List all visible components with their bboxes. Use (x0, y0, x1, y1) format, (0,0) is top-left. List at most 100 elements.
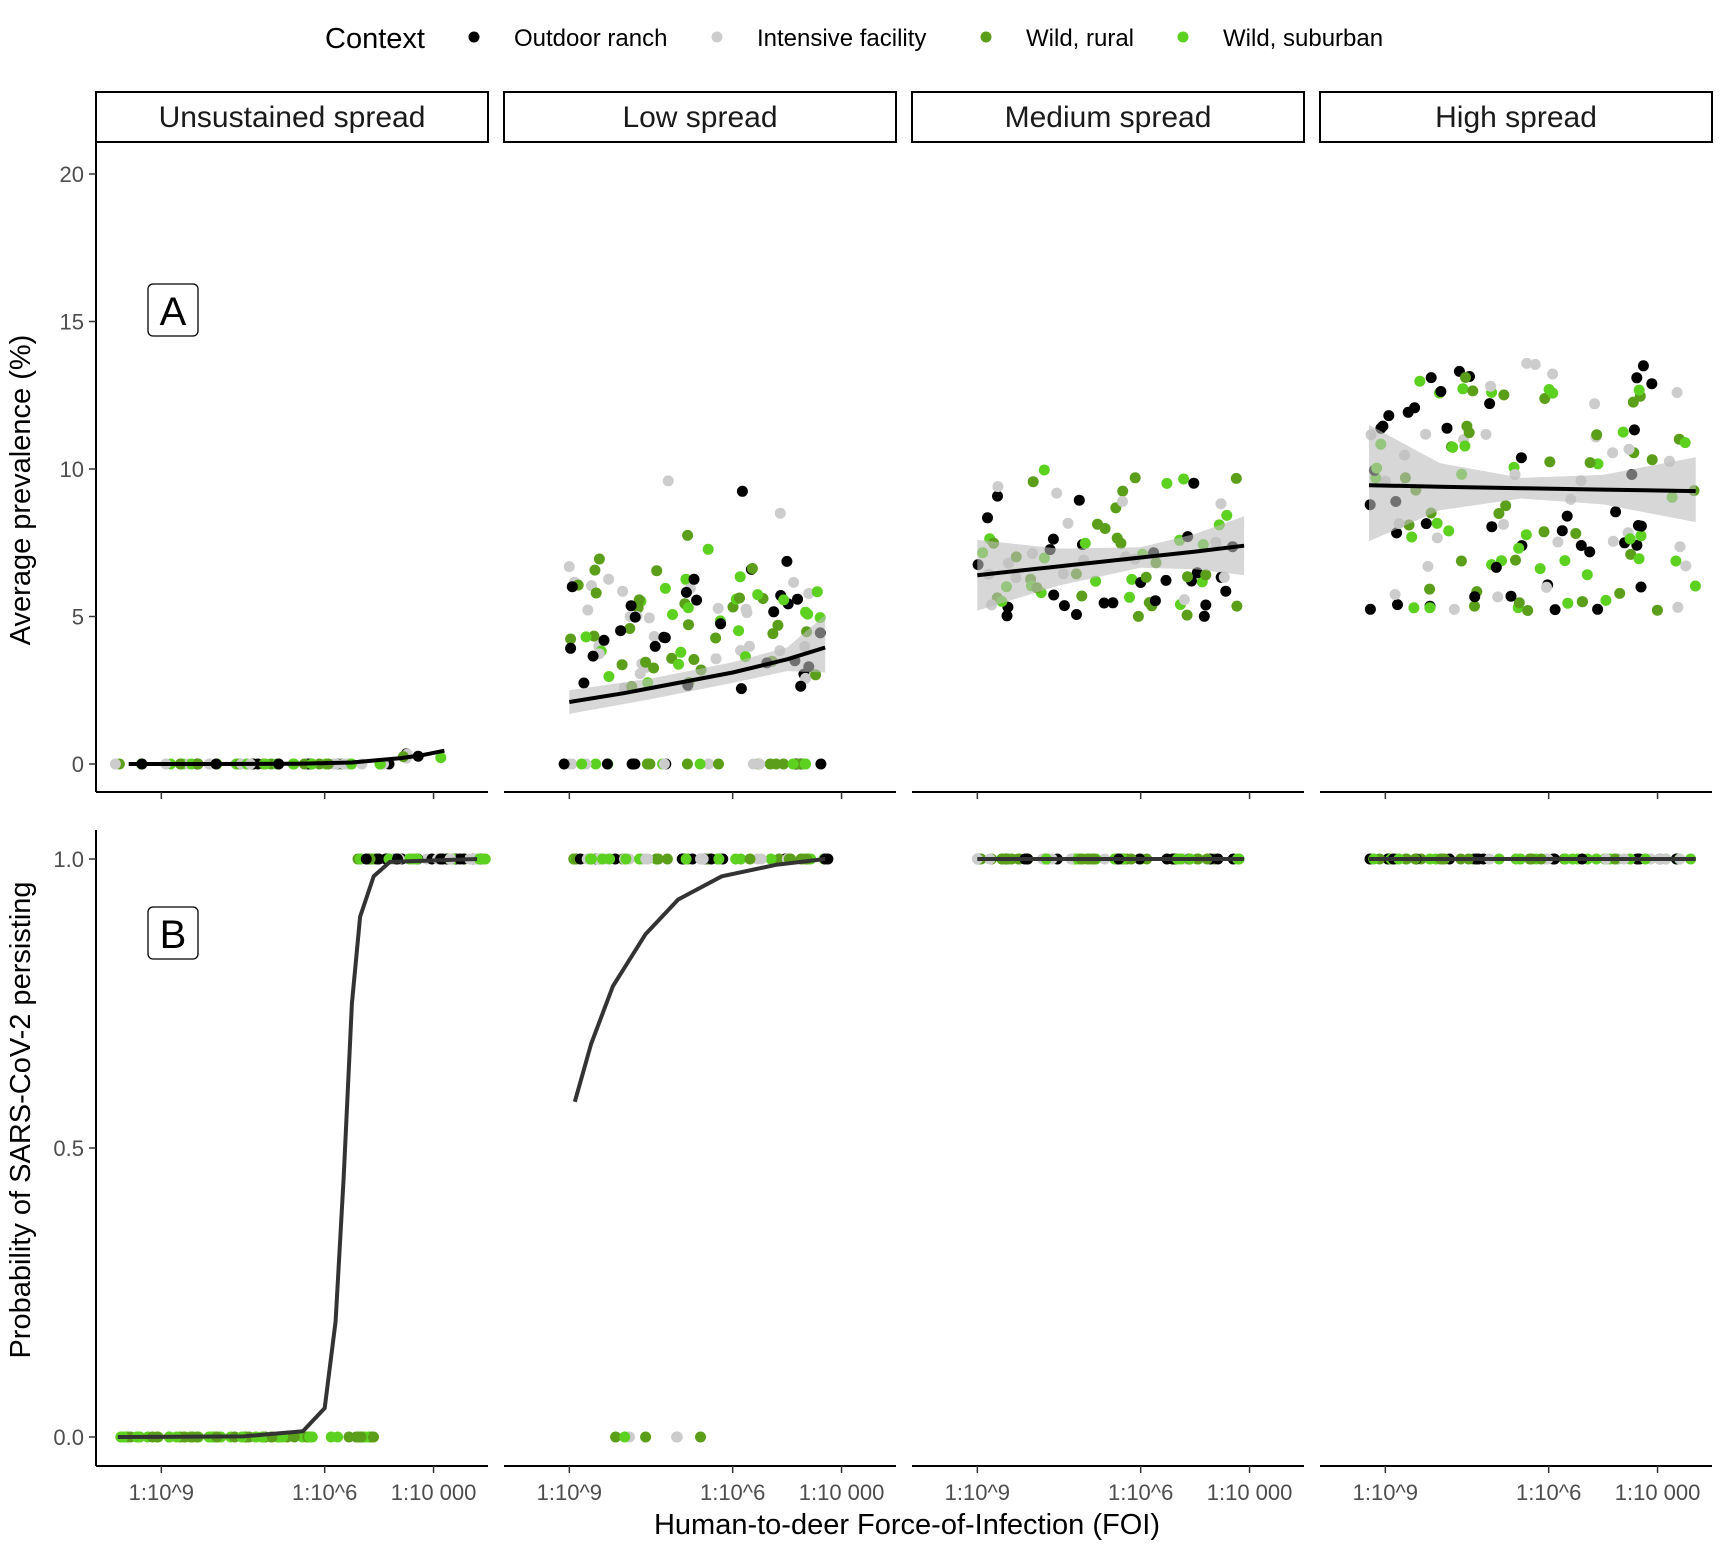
data-point (1071, 609, 1082, 620)
data-point (597, 853, 609, 865)
y-axis-title-a: Average prevalence (%) (5, 335, 37, 646)
data-point (1513, 597, 1525, 609)
data-point (815, 758, 827, 770)
data-point (752, 589, 764, 601)
data-point (566, 581, 578, 593)
fit-line (117, 857, 478, 1439)
data-point (982, 512, 993, 524)
y-tick-label: 5 (72, 605, 84, 630)
data-point (565, 642, 577, 654)
y-tick-label: 10 (60, 457, 84, 482)
x-tick-label: 1:10^9 (945, 1480, 1010, 1505)
data-point (1406, 531, 1418, 543)
data-point (1493, 508, 1505, 519)
data-point (1498, 518, 1509, 530)
data-point (1424, 583, 1436, 595)
data-point (1584, 457, 1596, 469)
data-point (765, 853, 777, 865)
data-point (1461, 420, 1473, 432)
data-point (659, 582, 671, 594)
data-point (1377, 420, 1389, 432)
data-point (788, 576, 800, 588)
data-point (1140, 571, 1152, 583)
data-point (1408, 602, 1420, 614)
data-point (1126, 573, 1138, 585)
data-point (1431, 532, 1443, 544)
data-point (1182, 571, 1193, 583)
data-point (1584, 546, 1596, 558)
data-point (578, 677, 590, 689)
data-point (1414, 375, 1426, 387)
data-point (1633, 384, 1645, 396)
data-point (1492, 591, 1504, 603)
data-point (603, 671, 615, 682)
data-point (681, 758, 693, 770)
data-point (1422, 560, 1434, 572)
data-point (1549, 604, 1561, 616)
data-point (593, 553, 605, 565)
data-point (713, 853, 725, 865)
data-point (710, 653, 722, 665)
data-point (1547, 368, 1559, 380)
data-point (691, 594, 703, 606)
data-point (658, 758, 670, 770)
data-point (1460, 372, 1471, 383)
panel-tag-a: A (160, 290, 187, 334)
data-point (1646, 454, 1658, 466)
data-point (368, 1431, 379, 1443)
data-point (1480, 428, 1492, 440)
data-point (822, 853, 834, 865)
data-point (734, 592, 745, 604)
data-point (1221, 509, 1233, 521)
data-point (715, 618, 727, 630)
data-point (640, 1431, 652, 1443)
data-point (435, 752, 447, 764)
data-point (695, 853, 706, 865)
fit-line (977, 543, 1245, 578)
fit-line (568, 645, 826, 704)
data-point (683, 619, 694, 631)
data-point (662, 475, 674, 487)
data-point (1515, 452, 1527, 464)
data-point (1107, 597, 1119, 609)
data-point (598, 634, 610, 646)
data-point (582, 604, 594, 616)
data-point (587, 650, 599, 662)
data-point (1570, 528, 1582, 539)
data-point (1591, 429, 1603, 441)
data-point (703, 758, 714, 770)
strip-box-medium-spread (911, 91, 1305, 143)
data-point (352, 1431, 364, 1443)
data-point (1600, 594, 1612, 606)
data-point (730, 853, 742, 865)
data-point (764, 758, 776, 770)
data-point (1577, 596, 1588, 608)
data-point (1051, 487, 1063, 499)
fit-line (128, 748, 445, 766)
y-axis-title-b: Probability of SARS-CoV-2 persisting (5, 881, 37, 1358)
data-point (781, 555, 793, 567)
legend-title: Context (325, 23, 425, 55)
data-point (617, 585, 629, 597)
data-point (1124, 591, 1135, 603)
data-point (651, 565, 663, 577)
data-point (1420, 428, 1432, 440)
data-point (648, 662, 660, 674)
data-point (767, 628, 779, 640)
data-point (1215, 498, 1227, 510)
data-point (1635, 530, 1647, 542)
data-point (741, 607, 753, 619)
scatter-points (558, 475, 827, 770)
data-point (1111, 532, 1123, 544)
data-point (673, 658, 684, 670)
data-point (1562, 597, 1574, 609)
data-point (109, 758, 121, 770)
data-point (615, 625, 627, 637)
data-point (1090, 575, 1102, 587)
data-point (590, 587, 602, 599)
x-tick-label: 1:10 000 (1615, 1480, 1701, 1505)
data-point (629, 758, 641, 770)
legend-key-wild-suburban (1177, 31, 1189, 43)
data-point (1617, 426, 1629, 438)
data-point (558, 758, 570, 770)
